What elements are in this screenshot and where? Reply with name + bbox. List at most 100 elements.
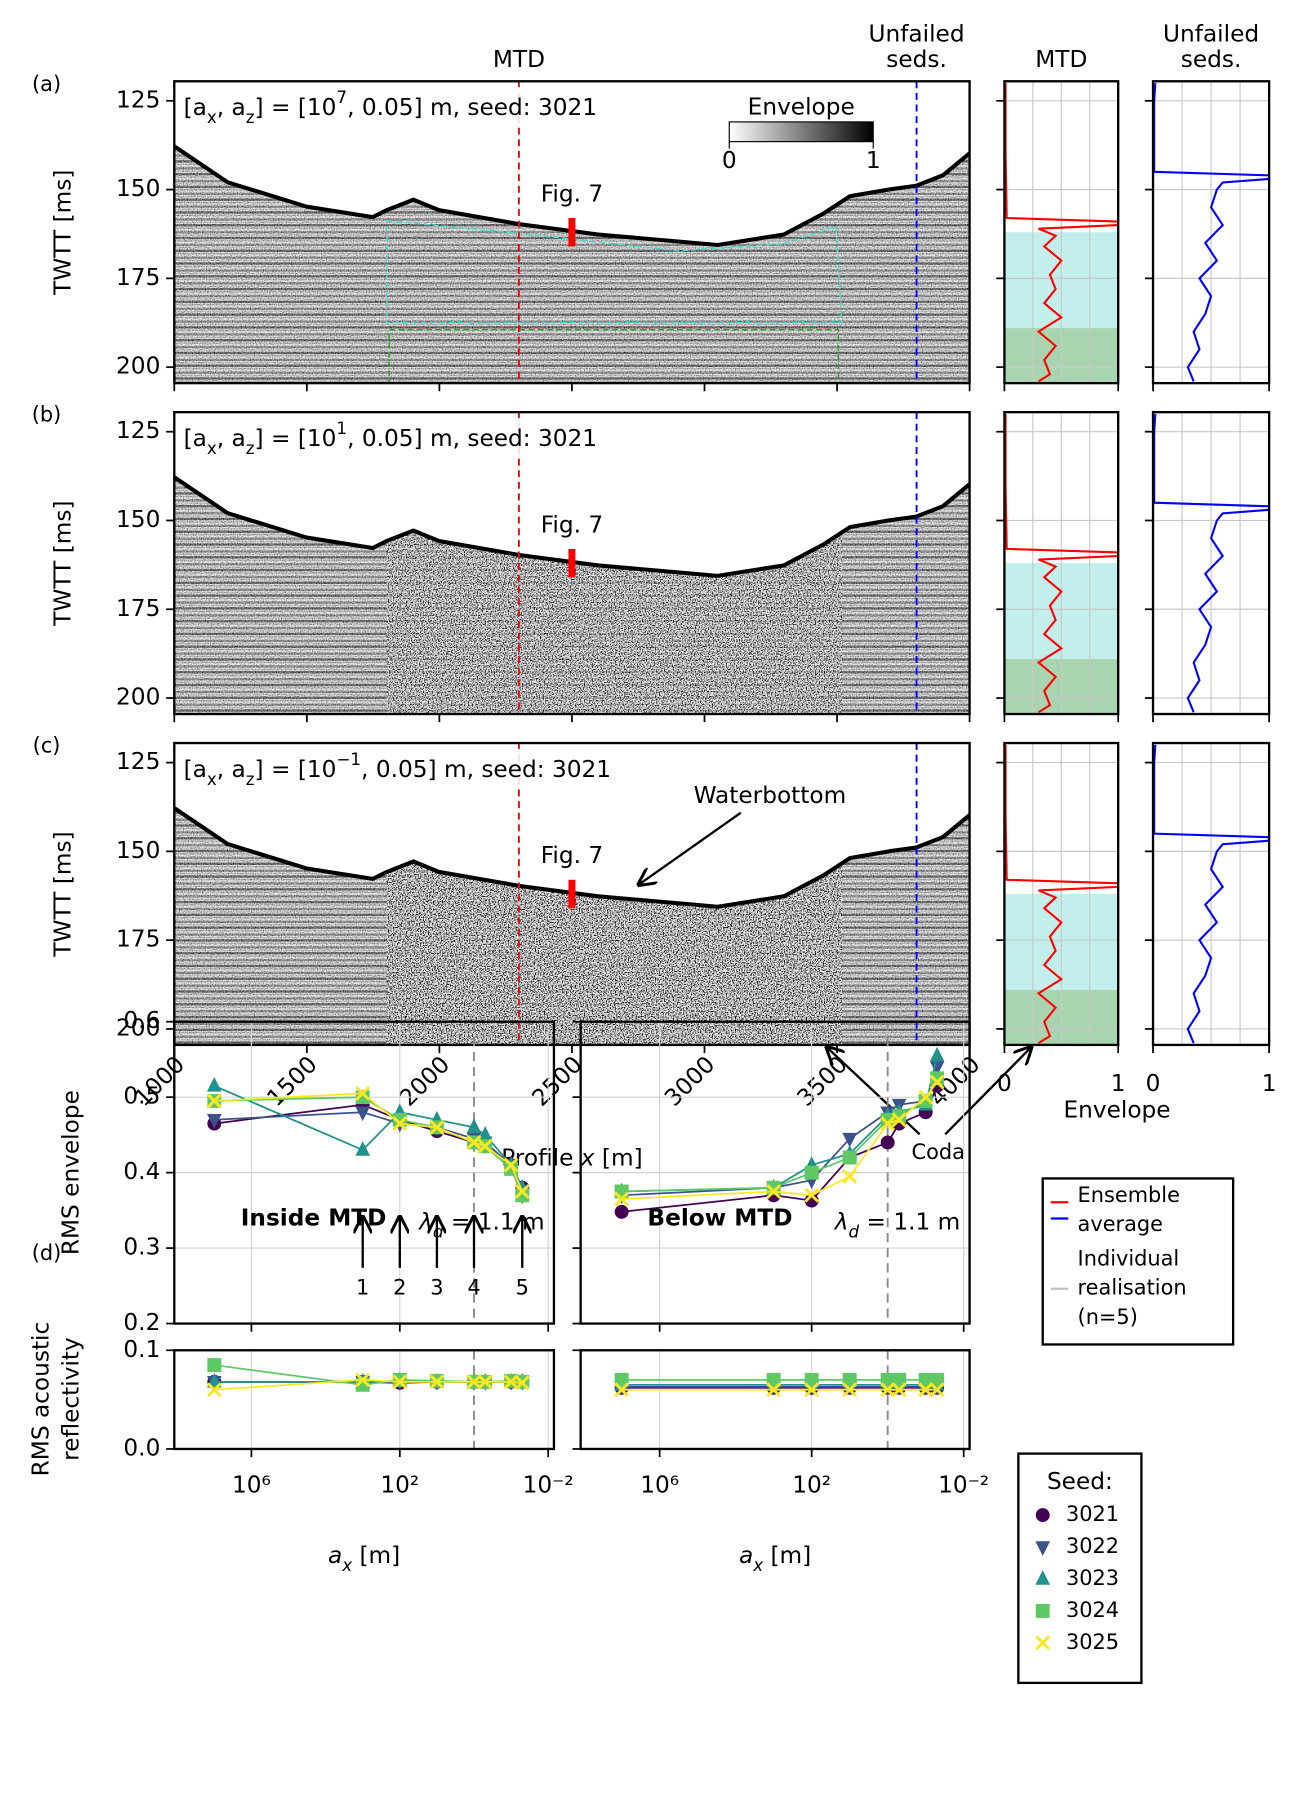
marker-label: MTD — [493, 46, 545, 73]
y-tick-label: 0.3 — [123, 1234, 160, 1261]
column-label: MTD — [1035, 46, 1087, 73]
arrow-label: 3 — [430, 1276, 443, 1300]
text-part: [m] — [352, 1541, 400, 1568]
y-tick-label: 0.5 — [123, 1083, 160, 1110]
x-tick-label: 0 — [997, 1070, 1012, 1097]
text-part: d — [849, 1221, 860, 1241]
data-point — [206, 1114, 222, 1129]
data-point — [466, 1374, 482, 1390]
fig7-bar — [568, 548, 576, 578]
data-point — [766, 1382, 782, 1398]
annotation-arrow — [639, 811, 742, 885]
series-group — [206, 1077, 530, 1205]
data-point — [477, 1138, 493, 1154]
title-bg — [177, 748, 643, 789]
text-part: λ — [417, 1208, 433, 1235]
x-axis-label: Envelope — [1063, 1097, 1170, 1124]
y-tick-label: 0.1 — [123, 1336, 160, 1363]
data-point — [842, 1132, 858, 1148]
data-point — [614, 1372, 629, 1387]
envelope-panel — [1153, 743, 1270, 1045]
data-point — [1035, 1570, 1051, 1585]
column-label: seds. — [1181, 46, 1242, 73]
legend-label: realisation — [1078, 1276, 1187, 1300]
ensemble-average — [1153, 82, 1270, 382]
x-tick-label: 3000 — [659, 1051, 720, 1112]
y-tick-label: 125 — [116, 748, 160, 775]
data-point — [514, 1375, 530, 1391]
data-point — [429, 1119, 445, 1135]
data-point — [466, 1135, 482, 1150]
data-point — [918, 1089, 934, 1105]
panel-title: Below MTD — [647, 1205, 792, 1232]
legend-label: 3023 — [1066, 1566, 1119, 1590]
data-point — [515, 1188, 530, 1203]
y-axis-label: reflectivity — [58, 1337, 85, 1461]
data-point — [930, 1372, 945, 1387]
marker-label: Unfailed — [869, 20, 965, 47]
annotation: Waterbottom — [694, 782, 847, 809]
y-tick-label: 200 — [116, 1014, 160, 1041]
panel-title: [ax, az] = [107, 0.05] m, seed: 3021 — [184, 86, 597, 126]
fig7-bar — [568, 217, 576, 247]
text-part: z — [246, 106, 255, 126]
text-part: , 0.05] m, seed: 3021 — [347, 93, 597, 120]
text-part: x — [207, 106, 217, 126]
colorbar-tick-label: 0 — [722, 147, 737, 174]
axes-box — [1003, 741, 1120, 1047]
text-part: −1 — [336, 748, 361, 768]
text-part: [m] — [595, 1144, 643, 1171]
text-part: = 1.1 m — [859, 1208, 960, 1235]
ensemble-average — [1153, 744, 1270, 1044]
y-tick-label: 150 — [116, 175, 160, 202]
axes-box — [1003, 411, 1120, 716]
data-point — [880, 1135, 895, 1150]
text-part: [m] — [763, 1541, 811, 1568]
lambda-label: λd = 1.1 m — [833, 1208, 961, 1241]
data-point — [503, 1157, 519, 1173]
data-point — [842, 1168, 858, 1184]
ensemble-average — [1153, 413, 1270, 713]
data-point — [880, 1116, 896, 1131]
ensemble-average — [1004, 83, 1119, 383]
text-part: ] = [10 — [255, 93, 337, 120]
x-tick-label: 0 — [1146, 1070, 1161, 1097]
y-axis-label: RMS acoustic — [27, 1322, 54, 1477]
colorbar-label: Envelope — [748, 93, 855, 120]
data-point — [929, 1074, 945, 1090]
text-part: = 1.1 m — [444, 1208, 545, 1235]
data-point — [930, 1071, 945, 1086]
series-line — [214, 1379, 523, 1391]
data-point — [1035, 1508, 1050, 1523]
panel-title: [ax, az] = [101, 0.05] m, seed: 3021 — [184, 417, 597, 457]
text-part: , a — [217, 755, 246, 782]
data-point — [206, 1373, 222, 1388]
y-axis-label: TWTT [ms] — [49, 500, 76, 626]
data-point — [891, 1112, 907, 1128]
legend-title: Seed: — [1047, 1468, 1113, 1495]
data-point — [466, 1118, 482, 1134]
arrow-label: 4 — [467, 1276, 480, 1300]
x-axis-label: Profile x [m] — [501, 1144, 642, 1171]
arrow-label: 1 — [356, 1276, 369, 1300]
panel-label: (d) — [32, 1241, 62, 1265]
legend-label: average — [1078, 1212, 1163, 1236]
text-part: a — [328, 1541, 342, 1568]
data-point — [355, 1106, 371, 1122]
y-tick-label: 0.2 — [123, 1309, 160, 1336]
data-point — [766, 1372, 781, 1387]
text-part: [a — [184, 755, 207, 782]
axes-box — [1151, 80, 1271, 385]
text-part: x — [207, 437, 217, 457]
fig7-label: Fig. 7 — [541, 842, 603, 869]
data-point — [766, 1184, 782, 1199]
legend-box — [1041, 1177, 1235, 1346]
y-axis-label: TWTT [ms] — [49, 831, 76, 957]
panel-title: [ax, az] = [10−1, 0.05] m, seed: 3021 — [184, 748, 611, 788]
panel-label: (a) — [32, 72, 61, 96]
axes-box — [1151, 741, 1271, 1047]
y-axis-label: TWTT [ms] — [49, 170, 76, 296]
data-point — [355, 1085, 371, 1101]
panel-title: Inside MTD — [241, 1205, 387, 1232]
